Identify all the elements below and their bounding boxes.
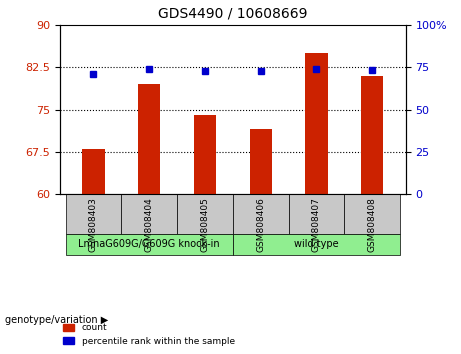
Bar xyxy=(305,53,328,194)
Bar xyxy=(138,84,160,194)
Legend: count, percentile rank within the sample: count, percentile rank within the sample xyxy=(60,320,238,349)
FancyBboxPatch shape xyxy=(65,234,233,255)
FancyBboxPatch shape xyxy=(121,194,177,234)
Text: GSM808406: GSM808406 xyxy=(256,197,265,252)
Text: GSM808403: GSM808403 xyxy=(89,197,98,252)
Text: wild type: wild type xyxy=(294,239,339,249)
Text: LmnaG609G/G609G knock-in: LmnaG609G/G609G knock-in xyxy=(78,239,220,249)
FancyBboxPatch shape xyxy=(233,194,289,234)
Bar xyxy=(361,76,384,194)
Text: genotype/variation ▶: genotype/variation ▶ xyxy=(5,315,108,325)
Bar xyxy=(249,129,272,194)
Text: GSM808405: GSM808405 xyxy=(201,197,209,252)
Bar xyxy=(82,149,105,194)
FancyBboxPatch shape xyxy=(233,234,400,255)
Text: GSM808404: GSM808404 xyxy=(145,197,154,252)
Bar xyxy=(194,115,216,194)
FancyBboxPatch shape xyxy=(65,194,121,234)
FancyBboxPatch shape xyxy=(344,194,400,234)
Text: GSM808408: GSM808408 xyxy=(368,197,377,252)
FancyBboxPatch shape xyxy=(289,194,344,234)
Title: GDS4490 / 10608669: GDS4490 / 10608669 xyxy=(158,7,307,21)
FancyBboxPatch shape xyxy=(177,194,233,234)
Text: GSM808407: GSM808407 xyxy=(312,197,321,252)
